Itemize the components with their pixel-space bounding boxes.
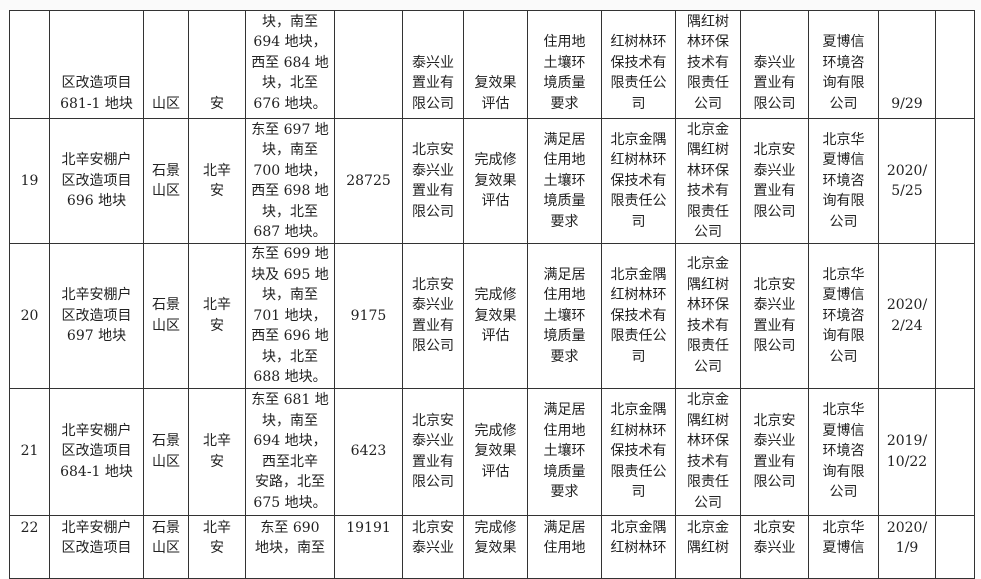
cell-activity: 完成修 复效果 评估 — [463, 118, 528, 244]
cell-date: 2019/ 10/22 — [878, 387, 936, 516]
cell-district: 石景 山区 — [143, 387, 189, 516]
cell-street: 安 — [188, 10, 246, 119]
cell-boundary: 东至 690 地块，南至 — [245, 514, 335, 579]
cell-boundary: 块，南至 694 地块， 西至 684 地 块，北至 676 地块。 — [245, 10, 335, 119]
cell-remediator: 北京金 隅红树 林环保 技术有 限责任 公司 — [675, 387, 741, 516]
table-row: 22 北辛安棚户 区改造项目 石景 山区 北辛 安东至 690 地块，南至 19191 北… — [9, 514, 975, 579]
cell-developer: 泰兴业 置业有 限公司 — [402, 10, 464, 119]
cell-contractor: 北京金隅 红树林环 保技术有 限责任公 司 — [601, 118, 676, 244]
cell-street: 北辛 安 — [188, 118, 246, 244]
document-page: 区改造项目 681-1 地块 山区安块，南至 694 地块， 西至 684 地 块… — [9, 10, 975, 579]
cell-area: 28725 — [334, 118, 403, 244]
cell-project-name: 北辛安棚户 区改造项目 697 地块 — [49, 243, 144, 389]
cell-contractor: 北京金隅 红树林环 — [601, 514, 676, 579]
cell-consultant: 北京华 夏博信 环境咨 询有限 公司 — [808, 243, 879, 389]
cell-index: 19 — [9, 118, 50, 244]
cell-district: 石景 山区 — [143, 243, 189, 389]
cell-developer: 北京安 泰兴业 置业有 限公司 — [402, 243, 464, 389]
cell-street: 北辛 安 — [188, 243, 246, 389]
cell-district: 石景 山区 — [143, 118, 189, 244]
cell-owner: 北京安 泰兴业 — [740, 514, 809, 579]
cell-area: 19191 — [334, 514, 403, 579]
cell-date: 9/29 — [878, 10, 936, 119]
cell-activity: 完成修 复效果 — [463, 514, 528, 579]
cell-boundary: 东至 697 地 块，南至 700 地块， 西至 698 地 块，北至 687 … — [245, 118, 335, 244]
cell-standard: 住用地 土壤环 境质量 要求 — [527, 10, 602, 119]
cell-project-name: 北辛安棚户 区改造项目 696 地块 — [49, 118, 144, 244]
cell-date: 2020/ 1/9 — [878, 514, 936, 579]
cell-consultant: 北京华 夏博信 环境咨 询有限 公司 — [808, 118, 879, 244]
cell-district: 石景 山区 — [143, 514, 189, 579]
cell-index: 21 — [9, 387, 50, 516]
cell-remediator: 隅红树 林环保 技术有 限责任 公司 — [675, 10, 741, 119]
project-table: 区改造项目 681-1 地块 山区安块，南至 694 地块， 西至 684 地 块… — [9, 10, 975, 579]
cell-developer: 北京安 泰兴业 置业有 限公司 — [402, 387, 464, 516]
cell-remark — [935, 10, 975, 119]
cell-standard: 满足居 住用地 土壤环 境质量 要求 — [527, 387, 602, 516]
cell-street: 北辛 安 — [188, 514, 246, 579]
top-strip — [0, 0, 981, 10]
cell-remediator: 北京金 隅红树 林环保 技术有 限责任 公司 — [675, 118, 741, 244]
cell-street: 北辛 安 — [188, 387, 246, 516]
table-row: 20 北辛安棚户 区改造项目 697 地块 石景 山区 北辛 安东至 699 地 块及… — [9, 243, 975, 389]
cell-standard: 满足居 住用地 土壤环 境质量 要求 — [527, 118, 602, 244]
cell-project-name: 北辛安棚户 区改造项目 684-1 地块 — [49, 387, 144, 516]
cell-activity: 完成修 复效果 评估 — [463, 387, 528, 516]
cell-owner: 北京安 泰兴业 置业有 限公司 — [740, 243, 809, 389]
cell-area: 6423 — [334, 387, 403, 516]
cell-date: 2020/ 2/24 — [878, 243, 936, 389]
table-row: 区改造项目 681-1 地块 山区安块，南至 694 地块， 西至 684 地 块… — [9, 10, 975, 119]
cell-owner: 泰兴业 置业有 限公司 — [740, 10, 809, 119]
cell-owner: 北京安 泰兴业 置业有 限公司 — [740, 118, 809, 244]
cell-area: 9175 — [334, 243, 403, 389]
cell-remark — [935, 243, 975, 389]
cell-remark — [935, 514, 975, 579]
cell-contractor: 红树林环 保技术有 限责任公 司 — [601, 10, 676, 119]
table-row: 19 北辛安棚户 区改造项目 696 地块 石景 山区 北辛 安东至 697 地 块，… — [9, 118, 975, 244]
cell-index: 20 — [9, 243, 50, 389]
cell-activity: 完成修 复效果 评估 — [463, 243, 528, 389]
cell-district: 山区 — [143, 10, 189, 119]
cell-contractor: 北京金隅 红树林环 保技术有 限责任公 司 — [601, 243, 676, 389]
cell-standard: 满足居 住用地 — [527, 514, 602, 579]
cell-date: 2020/ 5/25 — [878, 118, 936, 244]
cell-project-name: 区改造项目 681-1 地块 — [49, 10, 144, 119]
cell-index: 22 — [9, 514, 50, 579]
cell-boundary: 东至 699 地 块及 695 地 块，南至 701 地块， 西至 696 地 … — [245, 243, 335, 389]
cell-index — [9, 10, 50, 119]
cell-remediator: 北京金 隅红树 — [675, 514, 741, 579]
cell-contractor: 北京金隅 红树林环 保技术有 限责任公 司 — [601, 387, 676, 516]
cell-consultant: 北京华 夏博信 环境咨 询有限 公司 — [808, 387, 879, 516]
cell-consultant: 北京华 夏博信 — [808, 514, 879, 579]
cell-developer: 北京安 泰兴业 置业有 限公司 — [402, 118, 464, 244]
cell-remark — [935, 118, 975, 244]
cell-consultant: 夏博信 环境咨 询有限 公司 — [808, 10, 879, 119]
cell-remark — [935, 387, 975, 516]
cell-boundary: 东至 681 地 块，南至 694 地块， 西至北辛 安路，北至 675 地块。 — [245, 387, 335, 516]
cell-remediator: 北京金 隅红树 林环保 技术有 限责任 公司 — [675, 243, 741, 389]
cell-developer: 北京安 泰兴业 — [402, 514, 464, 579]
cell-project-name: 北辛安棚户 区改造项目 — [49, 514, 144, 579]
cell-standard: 满足居 住用地 土壤环 境质量 要求 — [527, 243, 602, 389]
table-row: 21 北辛安棚户 区改造项目 684-1 地块 石景 山区 北辛 安东至 681 地 … — [9, 387, 975, 516]
cell-activity: 复效果 评估 — [463, 10, 528, 119]
cell-owner: 北京安 泰兴业 置业有 限公司 — [740, 387, 809, 516]
cell-area — [334, 10, 403, 119]
